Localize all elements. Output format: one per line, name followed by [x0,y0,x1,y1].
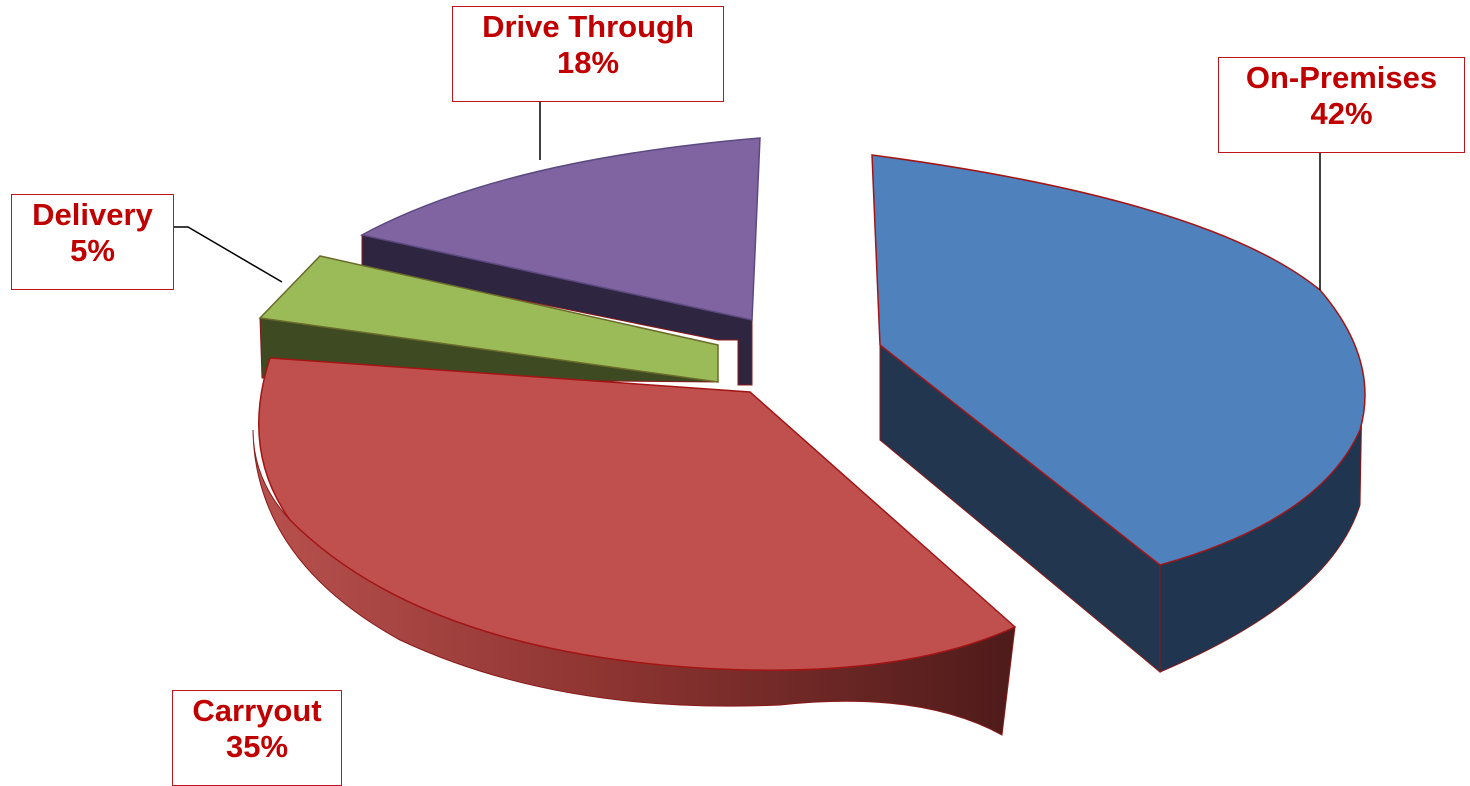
data-label-delivery-value: 5% [70,233,115,268]
data-label-delivery: Delivery 5% [11,194,174,290]
leader-line-delivery [174,226,283,283]
data-label-on-premises-value: 42% [1310,96,1373,131]
data-label-carryout-value: 35% [225,729,289,764]
slice-drive-through[interactable] [359,137,761,321]
data-label-drive-through: Drive Through 18% [452,6,724,102]
data-label-drive-through-value: 18% [556,45,620,80]
data-label-carryout-name: Carryout [192,693,322,728]
slice-on-premises[interactable] [871,154,1366,566]
data-label-delivery-name: Delivery [32,197,153,232]
slice-carryout[interactable] [258,357,1017,671]
data-label-on-premises: On-Premises 42% [1218,57,1465,153]
data-label-drive-through-name: Drive Through [482,9,694,44]
slice-delivery[interactable] [258,255,719,383]
data-label-on-premises-name: On-Premises [1245,60,1438,95]
data-label-carryout: Carryout 35% [172,690,342,786]
